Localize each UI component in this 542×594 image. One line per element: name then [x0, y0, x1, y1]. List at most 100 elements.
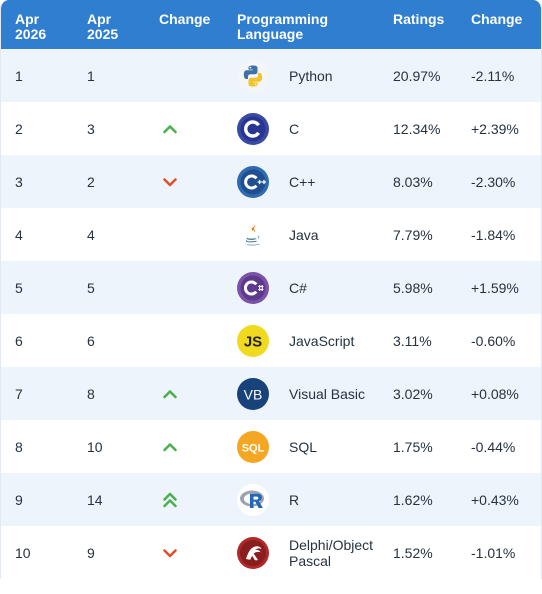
rank-current: 8	[15, 438, 23, 455]
rank-current: 9	[15, 491, 23, 508]
rank-current: 4	[15, 226, 23, 243]
language-cell: Delphi/Object Pascal	[223, 526, 379, 579]
rank-current: 6	[15, 332, 23, 349]
language-name[interactable]: SQL	[289, 438, 318, 455]
table-row[interactable]: 4 4 Java 7.79% -1.84%	[1, 208, 541, 261]
svg-text:VB: VB	[244, 386, 263, 402]
rating-value: 3.02%	[393, 385, 433, 402]
rating-value: 7.79%	[393, 226, 433, 243]
sql-icon: SQL	[237, 430, 269, 463]
rank-previous: 9	[87, 544, 95, 561]
rating-value: 8.03%	[393, 173, 433, 190]
rank-previous: 6	[87, 332, 95, 349]
language-name[interactable]: Python	[289, 67, 333, 84]
change-up-arrow-icon	[163, 442, 177, 451]
rank-change-indicator	[145, 420, 223, 473]
rank-previous: 2	[87, 173, 95, 190]
delphi-icon	[237, 536, 269, 569]
change-up-arrow-icon	[163, 124, 177, 133]
rank-change-indicator	[145, 155, 223, 208]
change-up-arrow-icon	[163, 389, 177, 398]
rank-change-indicator	[145, 526, 223, 579]
rating-change-value: -2.30%	[471, 173, 516, 190]
rating-change-value: +0.08%	[471, 385, 519, 402]
change-double-up-arrow-icon	[163, 492, 177, 507]
language-name[interactable]: Visual Basic	[289, 385, 366, 402]
svg-text:SQL: SQL	[242, 442, 265, 454]
rank-change-indicator	[145, 261, 223, 314]
table-row[interactable]: 7 8 VB Visual Basic 3.02% +0.08%	[1, 367, 541, 420]
rank-current: 5	[15, 279, 23, 296]
rating-value: 12.34%	[393, 120, 441, 137]
language-cell: C	[223, 102, 379, 155]
language-cell: C++	[223, 155, 379, 208]
header-ratings-change[interactable]: Change	[471, 11, 523, 27]
rating-change-value: -1.84%	[471, 226, 516, 243]
rank-previous: 5	[87, 279, 95, 296]
header-apr-2026[interactable]: Apr 2026	[15, 11, 47, 42]
rank-change-indicator	[145, 473, 223, 526]
java-icon	[237, 218, 269, 251]
rank-change-indicator	[145, 102, 223, 155]
javascript-icon: JS	[237, 324, 269, 357]
table-row[interactable]: 5 5 C# 5.98% +1.59%	[1, 261, 541, 314]
rating-value: 3.11%	[393, 332, 432, 349]
table-row[interactable]: 2 3 C 12.34% +2.39%	[1, 102, 541, 155]
table-row[interactable]: 6 6 JS JavaScript 3.11% -0.60%	[1, 314, 541, 367]
header-apr-2025[interactable]: Apr 2025	[87, 11, 119, 42]
table-row[interactable]: 1 1 Python 20.97% -2.11%	[1, 49, 541, 102]
rank-change-indicator	[145, 208, 223, 261]
python-icon	[237, 59, 269, 92]
csharp-icon	[237, 271, 269, 304]
language-name[interactable]: C#	[289, 279, 307, 296]
table-body: 1 1 Python 20.97% -2.11% 2 3 C 12.34% +2.39% 3 2 C++…	[1, 49, 541, 579]
rank-previous: 8	[87, 385, 95, 402]
rank-current: 1	[15, 67, 23, 84]
rating-value: 5.98%	[393, 279, 433, 296]
rating-value: 1.75%	[393, 438, 433, 455]
rank-current: 3	[15, 173, 23, 190]
rating-change-value: -2.11%	[471, 67, 515, 84]
language-name[interactable]: JavaScript	[289, 332, 355, 349]
rating-value: 20.97%	[393, 67, 441, 84]
rank-current: 7	[15, 385, 23, 402]
rank-current: 10	[15, 544, 31, 561]
header-ratings[interactable]: Ratings	[393, 11, 445, 27]
rank-previous: 14	[87, 491, 103, 508]
header-change[interactable]: Change	[159, 11, 211, 27]
table-header: Apr 2026 Apr 2025 Change Programming Lan…	[1, 0, 541, 49]
change-down-arrow-icon	[163, 548, 177, 557]
rating-change-value: +2.39%	[471, 120, 519, 137]
c-icon	[237, 112, 269, 145]
table-row[interactable]: 9 14 R 1.62% +0.43%	[1, 473, 541, 526]
rank-previous: 4	[87, 226, 95, 243]
language-name[interactable]: C	[289, 120, 300, 137]
r-icon	[237, 483, 269, 516]
language-cell: Java	[223, 208, 379, 261]
rating-change-value: -0.60%	[471, 332, 516, 349]
header-programming-language[interactable]: Programming Language	[237, 11, 329, 42]
language-cell: Python	[223, 49, 379, 102]
table-row[interactable]: 8 10 SQL SQL 1.75% -0.44%	[1, 420, 541, 473]
language-name[interactable]: Java	[289, 226, 319, 243]
language-name[interactable]: Delphi/Object Pascal	[289, 536, 374, 569]
rank-change-indicator	[145, 49, 223, 102]
table-row[interactable]: 3 2 C++ 8.03% -2.30%	[1, 155, 541, 208]
svg-text:JS: JS	[244, 333, 262, 350]
rank-previous: 1	[87, 67, 95, 84]
rating-change-value: -1.01%	[471, 544, 516, 561]
language-cell: C#	[223, 261, 379, 314]
rank-change-indicator	[145, 314, 223, 367]
rating-change-value: -0.44%	[471, 438, 516, 455]
rank-change-indicator	[145, 367, 223, 420]
rank-previous: 3	[87, 120, 95, 137]
language-name[interactable]: C++	[289, 173, 316, 190]
language-name[interactable]: R	[289, 491, 300, 508]
rating-value: 1.62%	[393, 491, 433, 508]
rank-previous: 10	[87, 438, 103, 455]
visual-basic-icon: VB	[237, 377, 269, 410]
rank-current: 2	[15, 120, 23, 137]
table-row[interactable]: 10 9 Delphi/Object Pascal 1.52% -1.01%	[1, 526, 541, 579]
change-down-arrow-icon	[163, 177, 177, 186]
